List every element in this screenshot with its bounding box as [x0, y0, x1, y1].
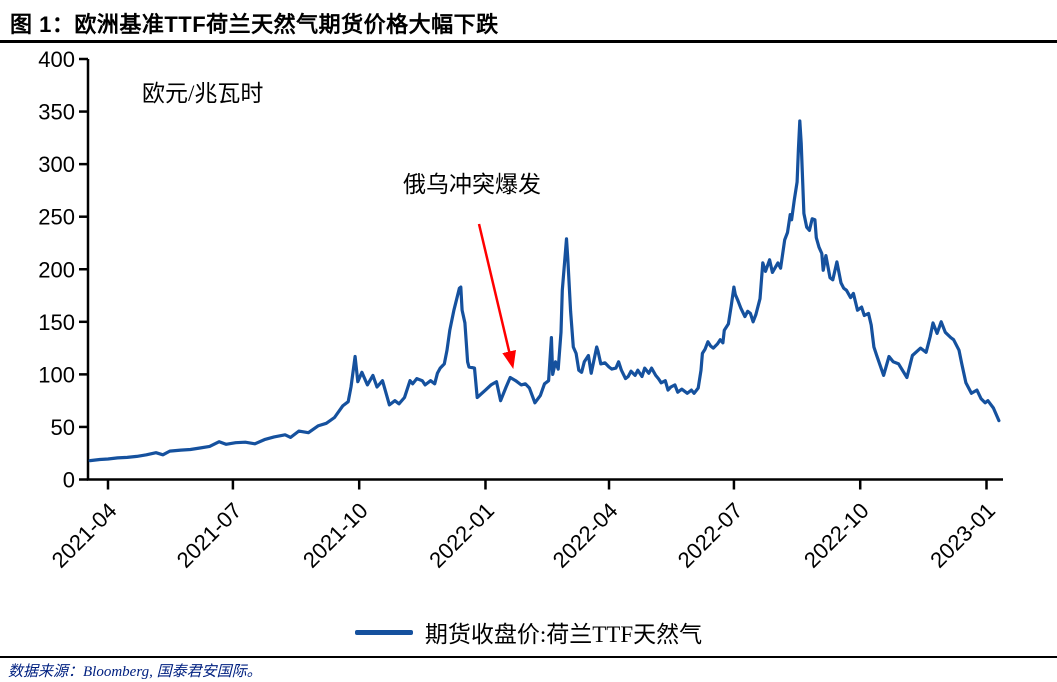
y-tick-label: 50: [51, 415, 75, 440]
x-tick-label: 2022-04: [548, 498, 623, 573]
y-tick-label: 400: [38, 47, 75, 72]
title-divider: [0, 40, 1057, 43]
data-source-note: 数据来源：Bloomberg, 国泰君安国际。: [8, 664, 262, 680]
y-tick-label: 350: [38, 100, 75, 125]
annotation-arrow: [477, 223, 516, 370]
x-tick-label: 2023-01: [925, 498, 1000, 573]
y-tick-label: 150: [38, 310, 75, 335]
x-tick-label: 2022-07: [673, 498, 748, 573]
footer-divider: [0, 656, 1057, 658]
x-tick-label: 2022-10: [799, 498, 874, 573]
x-tick-label: 2021-07: [172, 498, 247, 573]
legend-label: 期货收盘价:荷兰TTF天然气: [424, 622, 703, 647]
figure-title: 图 1：欧洲基准TTF荷兰天然气期货价格大幅下跌: [10, 12, 499, 37]
annotation-text: 俄乌冲突爆发: [403, 172, 541, 197]
x-tick-label: 2021-10: [298, 498, 373, 573]
y-axis-unit-label: 欧元/兆瓦时: [142, 81, 264, 106]
x-tick-label: 2021-04: [47, 498, 122, 573]
y-tick-label: 200: [38, 257, 75, 282]
y-tick-label: 250: [38, 205, 75, 230]
price-line: [88, 119, 1001, 463]
y-tick-label: 300: [38, 152, 75, 177]
x-tick-label: 2022-01: [424, 498, 499, 573]
legend: 期货收盘价:荷兰TTF天然气: [0, 612, 1057, 652]
y-tick-label: 0: [63, 468, 75, 493]
y-tick-label: 100: [38, 362, 75, 387]
legend-line-swatch: [354, 629, 413, 635]
